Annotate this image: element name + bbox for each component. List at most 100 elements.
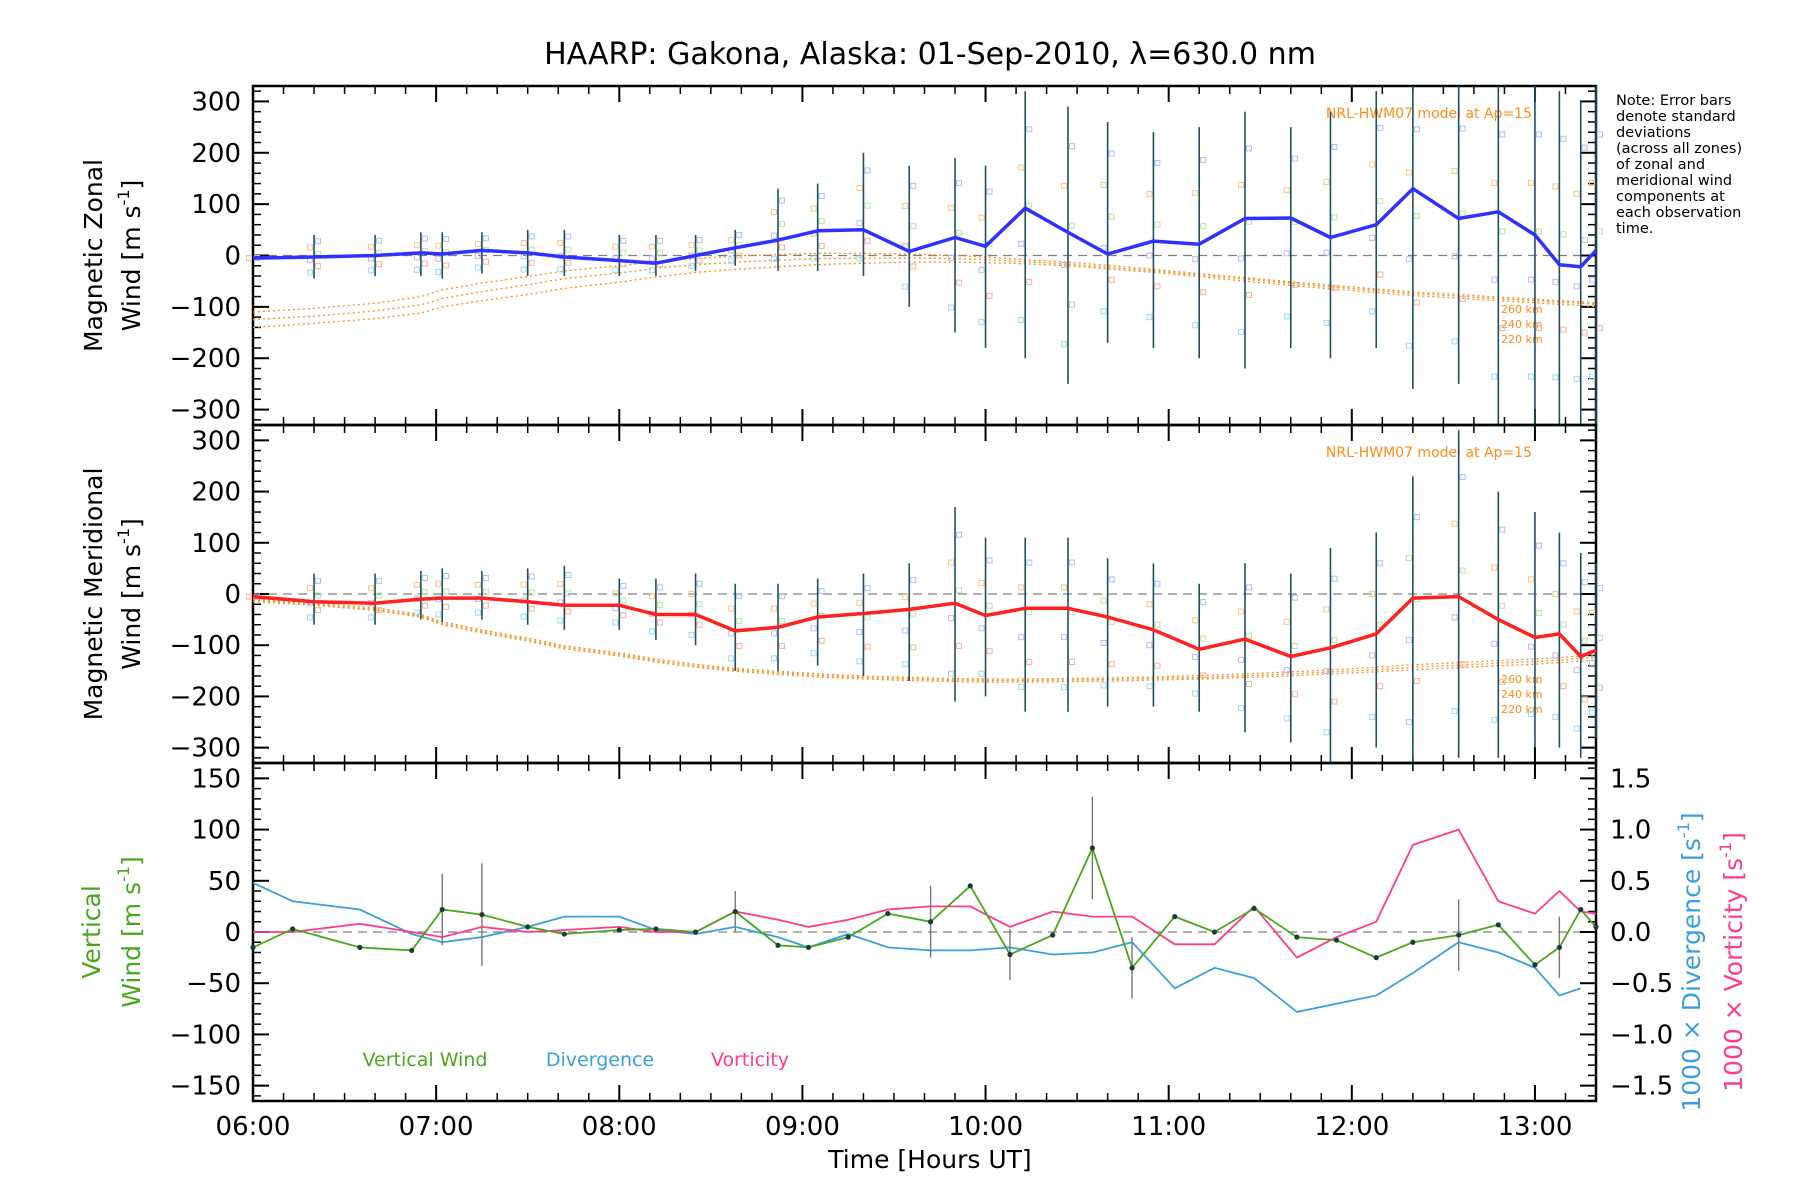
zone-sample	[1499, 678, 1506, 685]
zone-sample	[421, 574, 428, 581]
y-axis-label-line1: Magnetic Zonal	[79, 159, 108, 352]
zone-sample	[557, 581, 564, 588]
zone-sample	[1192, 322, 1199, 329]
y-tick-label: 0	[224, 580, 241, 610]
zone-sample	[1323, 729, 1330, 736]
zone-sample	[1369, 713, 1376, 720]
divergence-axis-label: 1000 × Divergence [s-1]	[1674, 812, 1706, 1111]
zone-sample	[620, 237, 627, 244]
zone-sample	[1100, 682, 1107, 689]
zone-sample	[1200, 635, 1207, 642]
x-tick-label: 08:00	[582, 1112, 657, 1142]
x-tick-label: 09:00	[765, 1112, 840, 1142]
zone-sample	[443, 573, 450, 580]
zone-sample	[1154, 662, 1161, 669]
zone-sample	[1413, 678, 1420, 685]
zone-sample	[1068, 143, 1075, 150]
x-axis: 06:00 07:00 08:00 09:00 10:00 11:00 12:00 13:00	[216, 1112, 1573, 1142]
zone-sample	[1369, 308, 1376, 315]
zone-sample	[1018, 683, 1025, 690]
zone-sample	[1369, 161, 1376, 168]
zone-sample	[376, 237, 383, 244]
zone-sample	[688, 262, 695, 269]
zone-sample	[736, 252, 743, 259]
zone-sample	[648, 593, 655, 600]
zone-sample	[1291, 691, 1298, 698]
zone-sample	[612, 590, 619, 597]
zone-sample	[1369, 591, 1376, 597]
zone-sample	[902, 593, 909, 600]
y-axis-label-line2: Wind [m s-1]	[114, 856, 146, 1008]
zone-sample	[1377, 198, 1384, 205]
zone-sample	[1491, 640, 1498, 647]
zone-sample	[1200, 157, 1207, 164]
zone-sample	[1573, 608, 1580, 615]
right-tick-label: 0.5	[1610, 867, 1651, 897]
y-tick-label: −50	[186, 969, 241, 999]
zone-sample	[1323, 249, 1330, 256]
y-tick-label: 300	[191, 87, 241, 117]
zone-sample	[565, 571, 572, 578]
vertical-wind-point	[250, 944, 256, 950]
zone-sample	[421, 588, 428, 595]
zone-sample	[688, 631, 695, 638]
zone-sample	[1068, 559, 1075, 566]
zone-sample	[948, 559, 955, 566]
zone-sample	[435, 580, 442, 587]
zone-sample	[1451, 253, 1458, 260]
vertical-wind-point	[1373, 955, 1379, 961]
zone-sample	[770, 630, 777, 637]
zone-sample	[910, 182, 917, 189]
zone-sample	[1405, 637, 1412, 644]
y-tick-label: −100	[170, 293, 241, 323]
zone-sample	[565, 259, 572, 266]
zone-sample	[315, 238, 322, 245]
y-axis-label-line1: Magnetic Meridional	[79, 468, 108, 721]
zone-sample	[1237, 656, 1244, 663]
zone-sample	[902, 627, 909, 634]
legend-entry: Vorticity	[711, 1049, 789, 1071]
zone-sample	[1451, 168, 1458, 175]
y-tick-label: 50	[208, 867, 241, 897]
zone-sample	[528, 589, 535, 596]
zone-sample	[1560, 231, 1567, 238]
zone-sample	[948, 254, 955, 261]
zonal-wind-panel: 300 200 100 0 −100 −200 −300 Magnetic Zonal Wind…	[79, 84, 1603, 427]
zone-sample	[986, 557, 993, 564]
zone-sample	[648, 255, 655, 262]
zone-sample	[1589, 373, 1595, 380]
zone-sample	[736, 642, 743, 649]
zone-sample	[1291, 155, 1298, 162]
zone-sample	[1459, 567, 1466, 574]
vertical-wind-point	[439, 906, 445, 913]
vertical-wind-point	[1456, 932, 1462, 938]
model-curve-240km	[252, 599, 1597, 682]
zone-sample	[443, 588, 450, 595]
zone-sample	[696, 621, 703, 628]
zone-sample	[1459, 125, 1466, 132]
model-curve-220km	[252, 601, 1597, 683]
zone-sample	[656, 237, 663, 244]
zone-sample	[1377, 683, 1384, 690]
zone-sample	[978, 580, 985, 587]
zone-sample	[1237, 255, 1244, 262]
zone-sample	[656, 249, 663, 256]
zone-sample	[1491, 564, 1498, 571]
vertical-wind-point	[928, 919, 934, 925]
zone-sample	[435, 269, 442, 276]
vertical-wind-point	[1050, 932, 1056, 938]
zone-sample	[978, 214, 985, 221]
zone-sample	[1377, 560, 1384, 567]
vertical-wind-point	[805, 944, 812, 950]
zone-sample	[435, 255, 442, 262]
zone-sample	[1552, 183, 1559, 190]
zone-sample	[696, 580, 703, 587]
zone-sample	[620, 597, 627, 604]
model-label: NRL-HWM07 model at Ap=15	[1326, 106, 1532, 122]
zone-sample	[778, 197, 785, 204]
zone-sample	[1491, 179, 1498, 186]
note-line: meridional wind	[1616, 173, 1732, 189]
zone-sample	[818, 193, 825, 200]
zone-sample	[1146, 683, 1153, 690]
